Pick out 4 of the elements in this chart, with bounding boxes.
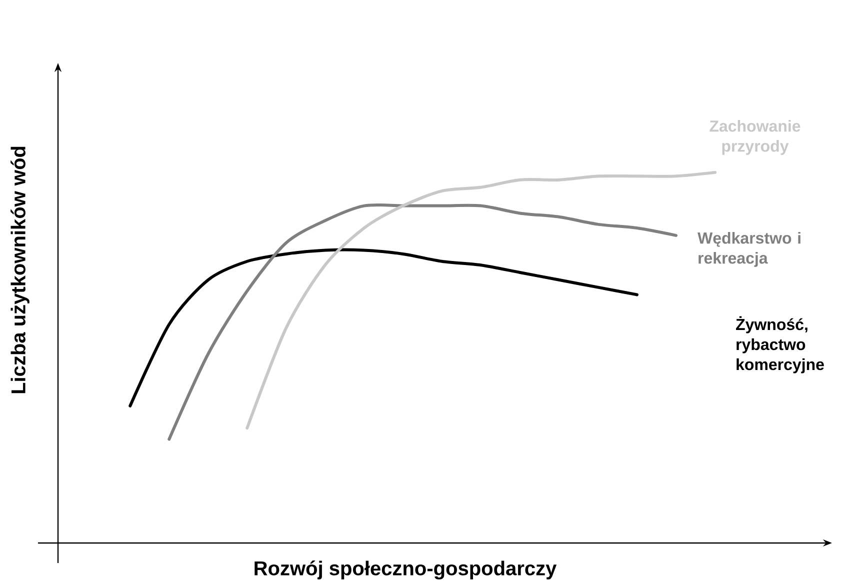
y-axis-title: Liczba użytkowników wód <box>10 146 30 394</box>
text: Żywność, rybactwo komercyjne <box>736 316 824 374</box>
series-label: Wędkarstwo i rekreacja <box>698 232 800 267</box>
x-axis-title: Rozwój społeczno-gospodarczy <box>254 560 557 580</box>
